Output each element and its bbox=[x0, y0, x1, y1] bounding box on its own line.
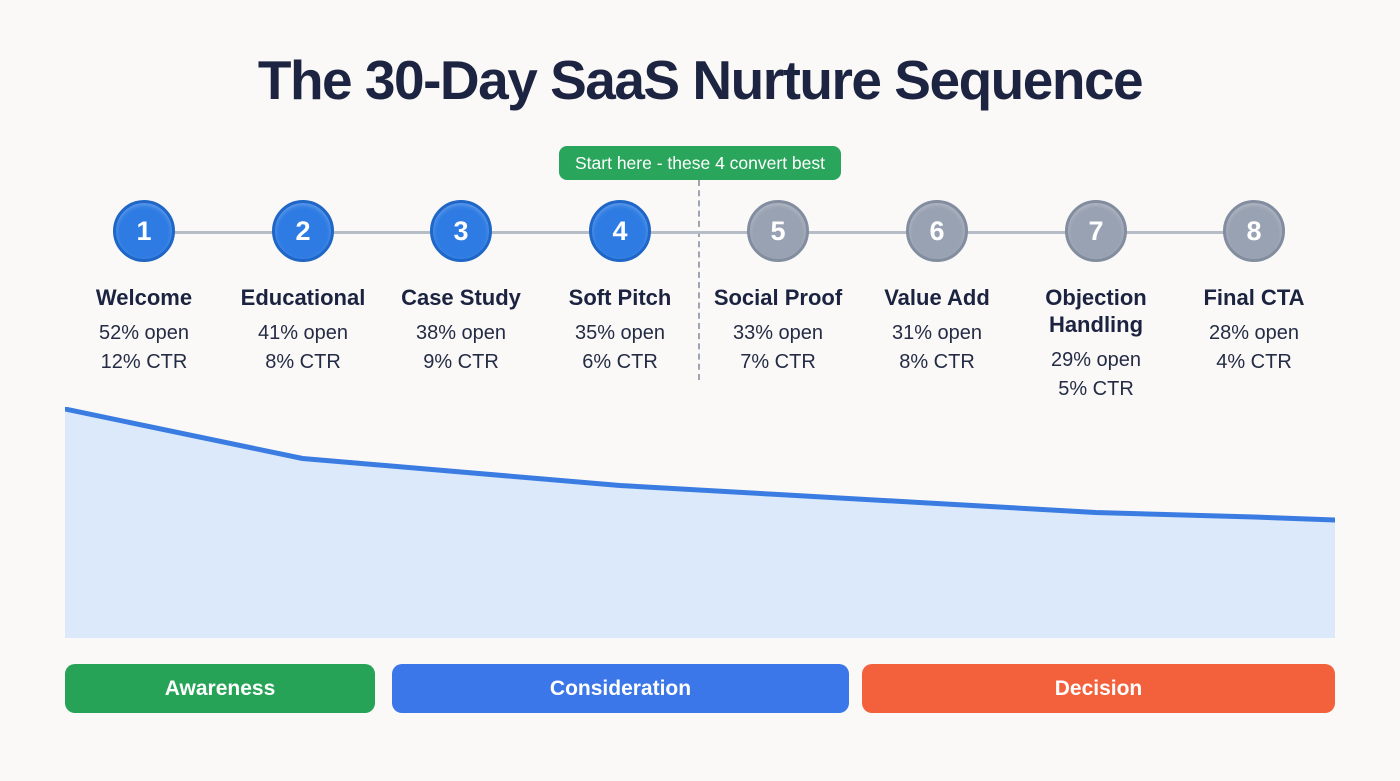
ctr-rate: 8% CTR bbox=[899, 351, 975, 373]
open-rate: 38% open bbox=[415, 322, 507, 344]
step-number-circle: 8 bbox=[1223, 200, 1285, 262]
step-label: Educational bbox=[240, 285, 366, 310]
ctr-rate: 9% CTR bbox=[423, 351, 499, 373]
ctr-rate: 4% CTR bbox=[1216, 351, 1292, 373]
step-stats: 33% open 7% CTR bbox=[693, 319, 863, 377]
step-number-circle: 2 bbox=[272, 200, 334, 262]
ctr-rate: 8% CTR bbox=[265, 351, 341, 373]
step-stats: 52% open 12% CTR bbox=[59, 319, 229, 377]
step-stats: 35% open 6% CTR bbox=[535, 319, 705, 377]
step-label: Welcome bbox=[95, 285, 193, 310]
step-label: Soft Pitch bbox=[568, 285, 672, 310]
step-number-circle: 3 bbox=[430, 200, 492, 262]
convert-best-divider bbox=[698, 180, 700, 380]
step-stats: 28% open 4% CTR bbox=[1169, 319, 1339, 377]
step-number-circle: 1 bbox=[113, 200, 175, 262]
phase-consideration: Consideration bbox=[392, 664, 849, 713]
timeline-connector-line bbox=[144, 231, 1254, 234]
step-number-circle: 5 bbox=[747, 200, 809, 262]
ctr-rate: 5% CTR bbox=[1058, 378, 1134, 400]
open-rate: 52% open bbox=[98, 322, 190, 344]
ctr-rate: 12% CTR bbox=[100, 351, 188, 373]
step-label: Value Add bbox=[884, 285, 990, 310]
open-rate-decay-chart bbox=[65, 407, 1335, 638]
step-stats: 38% open 9% CTR bbox=[376, 319, 546, 377]
step-stats: 29% open 5% CTR bbox=[1011, 346, 1181, 404]
open-rate: 35% open bbox=[574, 322, 666, 344]
open-rate: 29% open bbox=[1050, 349, 1142, 371]
step-case-study: 3 Case Study 38% open 9% CTR bbox=[376, 200, 546, 377]
step-number-circle: 4 bbox=[589, 200, 651, 262]
step-number-circle: 7 bbox=[1065, 200, 1127, 262]
start-here-badge: Start here - these 4 convert best bbox=[559, 146, 841, 180]
phase-awareness: Awareness bbox=[65, 664, 375, 713]
step-final-cta: 8 Final CTA 28% open 4% CTR bbox=[1169, 200, 1339, 377]
step-value-add: 6 Value Add 31% open 8% CTR bbox=[852, 200, 1022, 377]
step-label: Social Proof bbox=[713, 285, 843, 310]
phase-decision: Decision bbox=[862, 664, 1335, 713]
step-social-proof: 5 Social Proof 33% open 7% CTR bbox=[693, 200, 863, 377]
ctr-rate: 7% CTR bbox=[740, 351, 816, 373]
open-rate: 28% open bbox=[1208, 322, 1300, 344]
open-rate: 31% open bbox=[891, 322, 983, 344]
open-rate-line bbox=[65, 407, 1335, 523]
step-stats: 31% open 8% CTR bbox=[852, 319, 1022, 377]
step-welcome: 1 Welcome 52% open 12% CTR bbox=[59, 200, 229, 377]
page-title: The 30-Day SaaS Nurture Sequence bbox=[257, 49, 1144, 111]
step-educational: 2 Educational 41% open 8% CTR bbox=[218, 200, 388, 377]
step-label: Final CTA bbox=[1203, 285, 1305, 310]
open-rate: 41% open bbox=[257, 322, 349, 344]
step-label: Objection Handling bbox=[1045, 285, 1147, 337]
step-label: Case Study bbox=[401, 285, 521, 310]
open-rate-area-fill bbox=[65, 409, 1335, 638]
open-rate: 33% open bbox=[732, 322, 824, 344]
step-soft-pitch: 4 Soft Pitch 35% open 6% CTR bbox=[535, 200, 705, 377]
step-objection-handling: 7 Objection Handling 29% open 5% CTR bbox=[1011, 200, 1181, 404]
step-stats: 41% open 8% CTR bbox=[218, 319, 388, 377]
ctr-rate: 6% CTR bbox=[582, 351, 658, 373]
step-number-circle: 6 bbox=[906, 200, 968, 262]
